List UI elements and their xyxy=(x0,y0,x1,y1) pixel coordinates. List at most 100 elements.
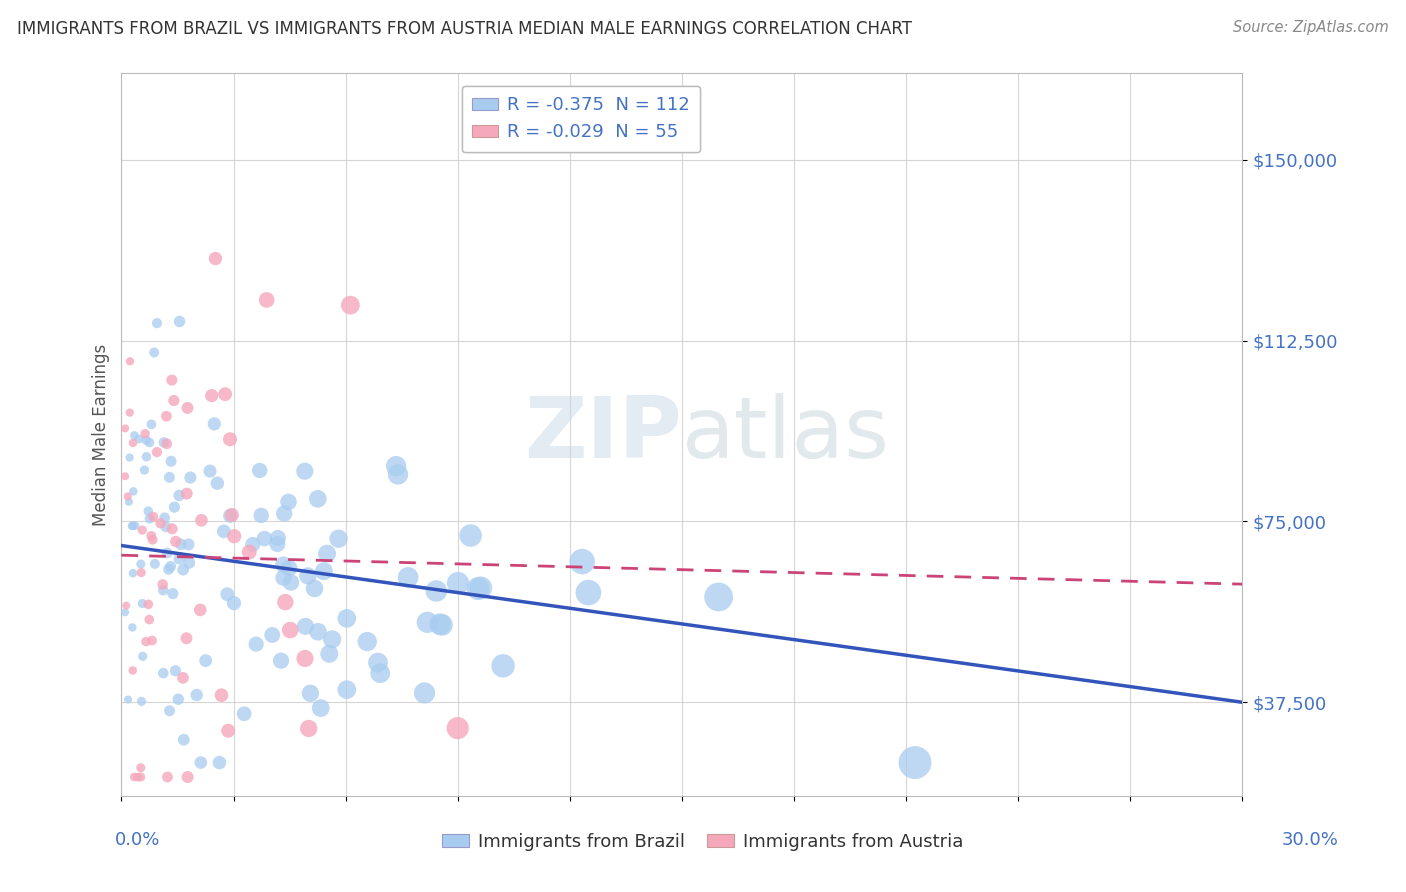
Point xyxy=(262,628,284,642)
Point xyxy=(135,433,157,447)
Point xyxy=(143,557,166,571)
Point xyxy=(492,658,515,673)
Point xyxy=(204,252,226,266)
Point xyxy=(131,694,153,708)
Point xyxy=(117,692,139,706)
Point xyxy=(190,513,212,527)
Point xyxy=(127,770,149,784)
Point xyxy=(430,618,453,632)
Point xyxy=(122,484,145,499)
Point xyxy=(170,537,193,551)
Point xyxy=(121,518,143,533)
Point xyxy=(131,597,153,611)
Point xyxy=(114,605,136,619)
Point xyxy=(416,615,439,630)
Point xyxy=(128,432,150,446)
Point xyxy=(176,486,198,500)
Point xyxy=(201,389,224,403)
Point xyxy=(297,569,319,583)
Point xyxy=(115,599,138,613)
Point xyxy=(141,529,163,543)
Point xyxy=(278,561,301,575)
Point xyxy=(294,619,316,633)
Point xyxy=(576,585,599,599)
Point xyxy=(121,519,143,533)
Point xyxy=(138,435,160,450)
Point xyxy=(165,664,187,678)
Point xyxy=(129,557,152,571)
Point xyxy=(385,459,408,474)
Point xyxy=(267,531,290,545)
Point xyxy=(339,298,361,312)
Point xyxy=(118,406,141,420)
Point xyxy=(273,571,295,585)
Point xyxy=(173,732,195,747)
Point xyxy=(256,293,278,307)
Point xyxy=(118,495,141,509)
Point xyxy=(134,463,156,477)
Point xyxy=(136,504,159,518)
Point xyxy=(155,409,177,424)
Point xyxy=(176,631,198,645)
Point xyxy=(155,520,177,534)
Point xyxy=(141,417,163,432)
Point xyxy=(321,632,343,647)
Point xyxy=(202,417,225,431)
Point xyxy=(124,518,146,533)
Point xyxy=(188,603,211,617)
Point xyxy=(307,624,329,639)
Point xyxy=(571,555,593,569)
Point xyxy=(142,509,165,524)
Point xyxy=(129,566,152,580)
Point xyxy=(167,692,190,706)
Point xyxy=(249,463,271,477)
Point xyxy=(356,634,378,648)
Point xyxy=(190,756,212,770)
Point xyxy=(429,617,451,632)
Point xyxy=(138,512,160,526)
Point xyxy=(152,583,174,598)
Text: 30.0%: 30.0% xyxy=(1282,831,1339,849)
Point xyxy=(233,706,256,721)
Point xyxy=(118,450,141,465)
Point xyxy=(904,756,927,770)
Point xyxy=(121,620,143,634)
Point xyxy=(131,523,153,537)
Point xyxy=(470,581,492,595)
Point xyxy=(312,564,335,578)
Point xyxy=(156,770,179,784)
Point xyxy=(135,634,157,648)
Point xyxy=(221,508,243,522)
Text: ZIP: ZIP xyxy=(524,393,682,476)
Point xyxy=(316,547,339,561)
Point xyxy=(176,401,198,415)
Point xyxy=(207,476,229,491)
Point xyxy=(328,532,350,546)
Point xyxy=(172,671,194,685)
Point xyxy=(425,584,447,599)
Point xyxy=(114,469,136,483)
Point xyxy=(413,686,436,700)
Point xyxy=(336,611,359,625)
Y-axis label: Median Male Earnings: Median Male Earnings xyxy=(93,343,110,525)
Point xyxy=(253,532,276,546)
Point xyxy=(217,587,239,601)
Legend: Immigrants from Brazil, Immigrants from Austria: Immigrants from Brazil, Immigrants from … xyxy=(434,826,972,858)
Point xyxy=(132,649,155,664)
Point xyxy=(135,450,157,464)
Point xyxy=(172,563,194,577)
Point xyxy=(224,529,246,543)
Point xyxy=(447,721,470,735)
Point xyxy=(208,756,231,770)
Point xyxy=(149,516,172,531)
Point xyxy=(278,623,301,637)
Point xyxy=(159,559,181,574)
Point xyxy=(141,633,163,648)
Point xyxy=(129,761,152,775)
Point xyxy=(460,528,482,542)
Point xyxy=(160,454,183,468)
Point xyxy=(159,704,181,718)
Point xyxy=(219,508,242,523)
Point xyxy=(211,688,233,702)
Point xyxy=(270,654,292,668)
